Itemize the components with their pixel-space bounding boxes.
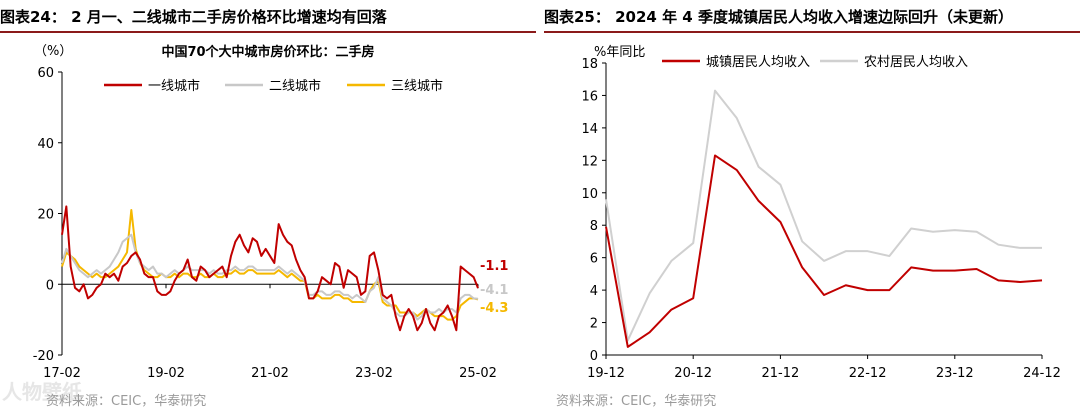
right-title-rule [544,31,1080,33]
series-end-label: -1.1 [480,259,508,274]
left-title-rule [0,31,536,33]
x-tick-label: 22-12 [849,366,887,381]
y-tick-label: -20 [33,349,54,364]
legend-label: 二线城市 [269,78,321,94]
y-tick-label: 0 [46,278,54,293]
y-tick-label: 14 [581,122,598,137]
legend-label: 农村居民人均收入 [864,55,968,70]
y-tick-label: 40 [37,137,54,152]
series-line [605,154,1043,348]
legend-label: 一线城市 [148,78,200,94]
y-tick-label: 2 [590,317,598,332]
x-tick-label: 19-02 [147,366,185,381]
left-chart-title: 图表24： 2 月一、二线城市二手房价格环比增速均有回落 [0,8,387,26]
x-tick-label: 24-12 [1023,366,1061,381]
x-tick-label: 19-12 [587,366,625,381]
series-end-label: -4.1 [480,283,508,298]
x-tick-label: 21-02 [251,366,289,381]
chart-subtitle: 中国70个大中城市房价环比：二手房 [161,44,374,60]
y-axis-unit: （%） [34,44,72,59]
left-chart-panel: 图表24： 2 月一、二线城市二手房价格环比增速均有回落 -20 0 20 40 60 （… [0,0,536,412]
legend-label: 三线城市 [391,78,443,94]
x-tick-label: 25-02 [459,366,497,381]
x-tick-label: 20-12 [674,366,712,381]
left-line-chart: -20 0 20 40 60 （%） 17-02 19-02 21-02 23-02 25-02 中国… [33,44,509,381]
watermark-logo: 人物壁纸 [2,380,82,404]
x-tick-label: 23-02 [355,366,393,381]
y-tick-label: 16 [581,89,598,104]
series-line [605,89,1042,342]
right-chart-title: 图表25： 2024 年 4 季度城镇居民人均收入增速边际回升（未更新） [544,8,1013,26]
y-tick-label: 10 [581,187,598,202]
y-tick-label: 8 [590,219,598,234]
y-axis-unit: %年同比 [594,45,645,60]
y-tick-label: 12 [581,154,598,169]
y-tick-label: 20 [37,208,54,223]
series-line [61,233,479,321]
series-end-label: -4.3 [480,301,508,316]
y-tick-label: 4 [590,284,598,299]
legend-label: 城镇居民人均收入 [706,55,810,70]
y-tick-label: 6 [590,252,598,267]
right-line-chart: 0 2 4 6 8 10 12 14 16 18%年同比 19-12 20-12 21-12 22-12 2… [581,45,1061,381]
x-tick-label: 23-12 [936,366,974,381]
series-line [61,205,479,332]
y-tick-label: 0 [590,349,598,364]
left-source-note: 资料来源：CEIC，华泰研究 [46,394,207,409]
x-tick-label: 17-02 [43,366,81,381]
x-tick-label: 21-12 [762,366,800,381]
y-tick-label: 60 [37,66,54,81]
right-source-note: 资料来源：CEIC，华泰研究 [556,394,717,409]
y-tick-label: 18 [581,57,598,72]
